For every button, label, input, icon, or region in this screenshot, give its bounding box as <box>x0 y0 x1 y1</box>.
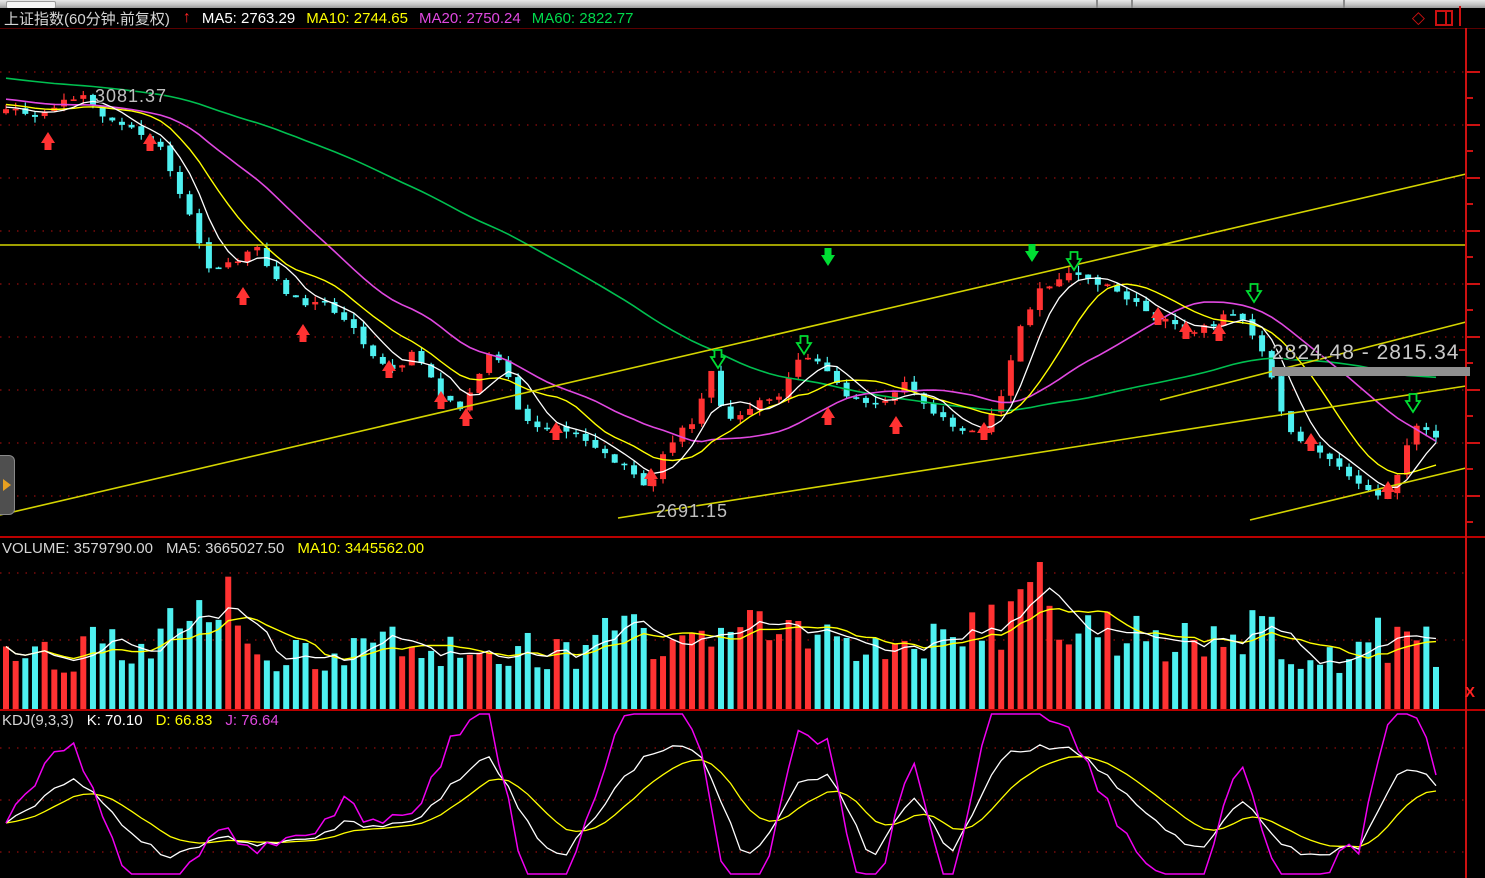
pane-close-button[interactable]: X <box>1465 684 1476 701</box>
ma60-value: MA60: 2822.77 <box>531 9 634 27</box>
current-price-label: 2824.48 - 2815.34 <box>1272 341 1460 364</box>
kdj-name: KDJ(9,3,3) <box>2 712 74 729</box>
kdj-d-value: D: 66.83 <box>155 712 213 729</box>
ma5-value: MA5: 2763.29 <box>201 9 296 27</box>
window-panes-icon[interactable] <box>1435 9 1453 26</box>
instrument-title: 上证指数(60分钟.前复权) <box>4 10 170 28</box>
kdj-j-value: J: 76.64 <box>225 712 279 729</box>
diamond-icon[interactable]: ◇ <box>1411 8 1425 27</box>
volume-value: VOLUME: 3579790.00 <box>2 540 153 557</box>
high-price-label: 3081.37 <box>95 86 168 106</box>
sidebar-expander-tab[interactable] <box>0 455 15 515</box>
current-price-band <box>1272 367 1470 376</box>
scrollbar-notch <box>1343 0 1345 8</box>
kdj-header: KDJ(9,3,3) K: 70.10 D: 66.83 J: 76.64 <box>0 712 279 729</box>
volume-ma5-value: MA5: 3665027.50 <box>165 540 285 557</box>
volume-ma10-value: MA10: 3445562.00 <box>297 540 425 557</box>
low-price-label: 2691.15 <box>656 501 729 521</box>
ma20-value: MA20: 2750.24 <box>419 9 521 27</box>
ma10-value: MA10: 2744.65 <box>306 9 408 27</box>
volume-header: VOLUME: 3579790.00 MA5: 3665027.50 MA10:… <box>0 540 424 557</box>
trend-up-arrow-icon: ↑ <box>182 9 191 26</box>
scrollbar-notch <box>1096 0 1098 8</box>
expand-right-icon <box>3 479 11 491</box>
indicator-header-bar: 上证指数(60分钟.前复权) ↑ MA5: 2763.29 MA10: 2744… <box>0 8 1485 29</box>
pane-divider <box>1459 6 1461 26</box>
kdj-k-value: K: 70.10 <box>86 712 143 729</box>
scrollbar-notch <box>1131 0 1133 8</box>
